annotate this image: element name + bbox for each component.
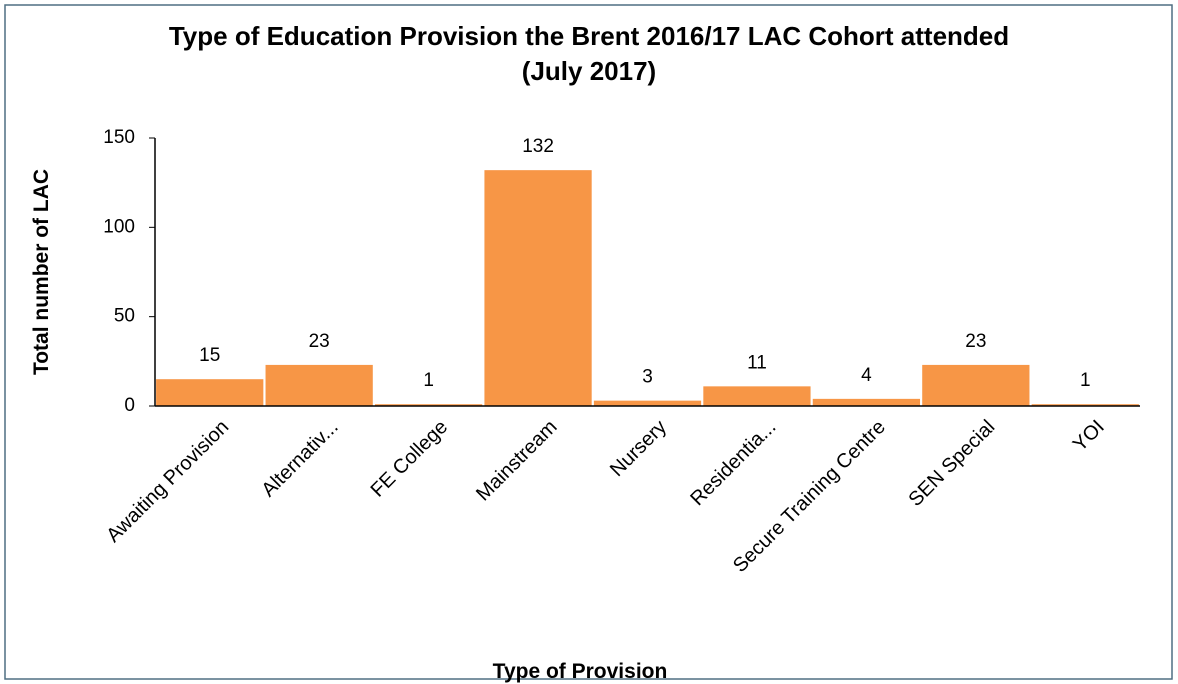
bar — [1031, 404, 1139, 406]
data-label: 23 — [309, 331, 330, 352]
x-axis-title: Type of Provision — [493, 660, 668, 683]
data-label: 11 — [747, 352, 767, 373]
bar — [922, 364, 1030, 406]
data-label: 3 — [642, 367, 653, 388]
bar — [812, 398, 921, 406]
bar — [265, 364, 373, 406]
chart-title: (July 2017) — [522, 56, 656, 86]
data-label: 15 — [199, 345, 220, 366]
data-label: 1 — [423, 370, 434, 391]
data-label: 132 — [522, 136, 554, 157]
bar — [593, 400, 702, 406]
bar — [156, 379, 264, 406]
data-label: 1 — [1080, 370, 1091, 391]
y-axis-title: Total number of LAC — [30, 169, 53, 375]
data-label: 23 — [965, 331, 986, 352]
bar — [703, 386, 811, 406]
bar — [374, 404, 483, 406]
y-tick-label: 50 — [114, 306, 135, 327]
y-tick-label: 150 — [103, 127, 135, 148]
y-tick-label: 0 — [124, 395, 135, 416]
chart-title: Type of Education Provision the Brent 20… — [169, 21, 1009, 51]
data-label: 4 — [861, 365, 872, 386]
bar — [484, 170, 592, 406]
y-tick-label: 100 — [103, 216, 135, 237]
